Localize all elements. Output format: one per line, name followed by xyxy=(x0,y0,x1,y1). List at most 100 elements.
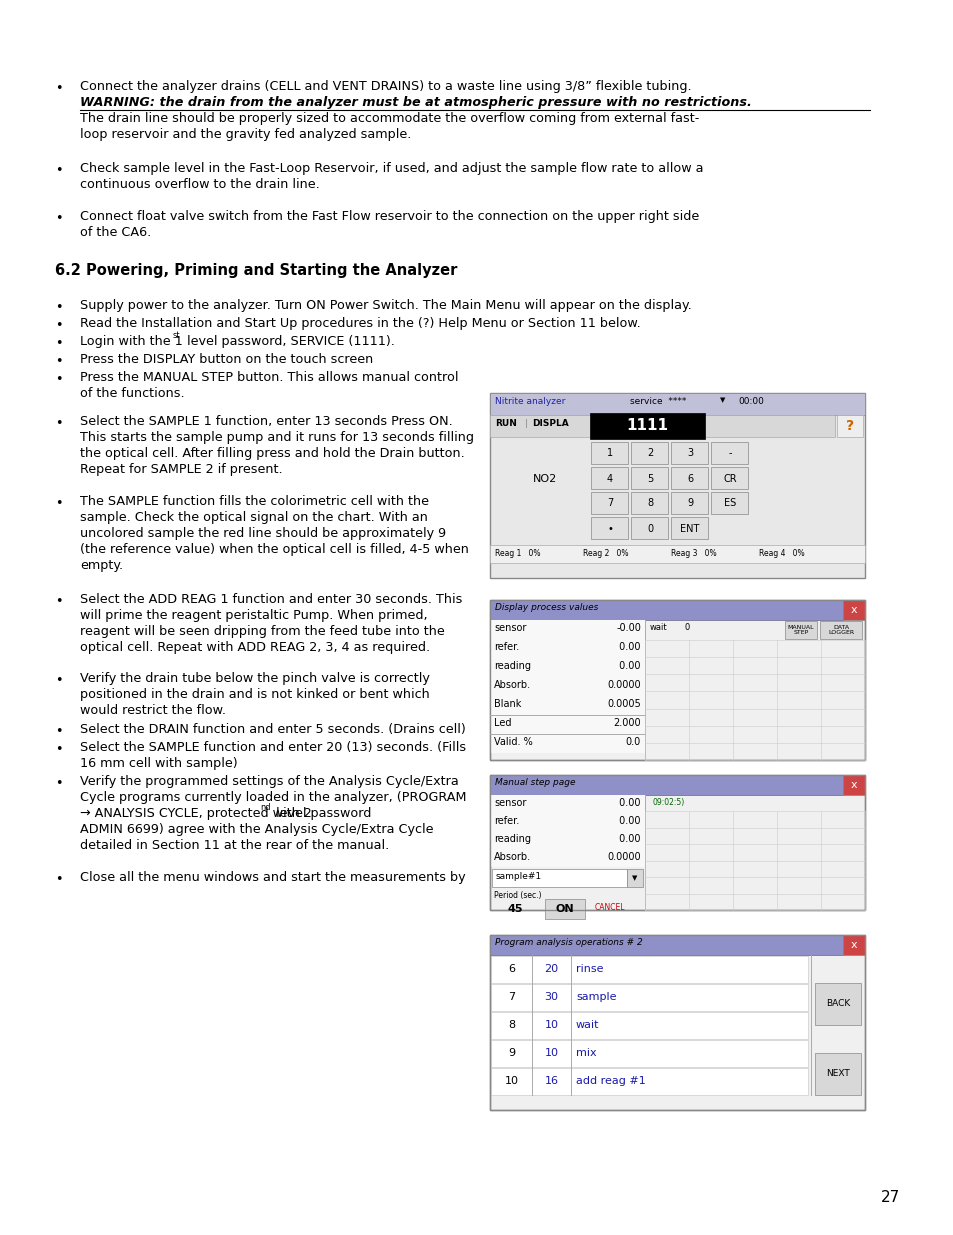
Text: of the CA6.: of the CA6. xyxy=(80,226,152,240)
Text: Close all the menu windows and start the measurements by: Close all the menu windows and start the… xyxy=(80,871,465,884)
Text: •: • xyxy=(55,164,63,177)
Bar xyxy=(590,442,627,464)
Bar xyxy=(491,984,807,1011)
Text: Repeat for SAMPLE 2 if present.: Repeat for SAMPLE 2 if present. xyxy=(80,463,282,475)
Bar xyxy=(590,517,627,538)
Bar xyxy=(490,935,864,1110)
Bar xyxy=(490,600,864,760)
Bar xyxy=(670,517,707,538)
Text: empty.: empty. xyxy=(80,559,123,572)
Bar xyxy=(814,1053,861,1095)
Bar xyxy=(490,697,644,715)
Bar xyxy=(491,1040,807,1067)
Bar xyxy=(630,467,667,489)
Text: Connect float valve switch from the Fast Flow reservoir to the connection on the: Connect float valve switch from the Fast… xyxy=(80,210,699,224)
Bar xyxy=(710,442,747,464)
Text: level password: level password xyxy=(272,806,371,820)
Text: 00:00: 00:00 xyxy=(738,396,763,406)
Text: •: • xyxy=(55,873,63,885)
Bar xyxy=(784,621,816,638)
Text: 0.00: 0.00 xyxy=(616,661,640,671)
Text: reagent will be seen dripping from the feed tube into the: reagent will be seen dripping from the f… xyxy=(80,625,444,638)
Text: 20: 20 xyxy=(544,965,558,974)
Text: 9: 9 xyxy=(508,1049,515,1058)
Text: 7: 7 xyxy=(508,992,515,1002)
Text: 0.0000: 0.0000 xyxy=(607,680,640,690)
Text: Verify the drain tube below the pinch valve is correctly: Verify the drain tube below the pinch va… xyxy=(80,672,430,685)
Text: uncolored sample the red line should be approximately 9: uncolored sample the red line should be … xyxy=(80,527,446,540)
Text: continuous overflow to the drain line.: continuous overflow to the drain line. xyxy=(80,178,319,191)
Text: -: - xyxy=(727,448,731,458)
Text: 6: 6 xyxy=(508,965,515,974)
Bar xyxy=(490,393,864,578)
Text: CR: CR xyxy=(722,473,736,483)
Text: Supply power to the analyzer. Turn ON Power Switch. The Main Menu will appear on: Supply power to the analyzer. Turn ON Po… xyxy=(80,299,691,312)
Text: x: x xyxy=(850,605,857,615)
Text: 0: 0 xyxy=(684,622,690,632)
Text: ON: ON xyxy=(555,904,574,914)
Bar xyxy=(490,776,864,910)
Text: 16 mm cell with sample): 16 mm cell with sample) xyxy=(80,757,237,769)
Text: 6.2 Powering, Priming and Starting the Analyzer: 6.2 Powering, Priming and Starting the A… xyxy=(55,263,456,278)
Text: ▼: ▼ xyxy=(720,396,724,403)
Text: MANUAL
STEP: MANUAL STEP xyxy=(787,625,814,635)
Text: DATA
LOGGER: DATA LOGGER xyxy=(827,625,853,635)
Text: Program analysis operations # 2: Program analysis operations # 2 xyxy=(495,939,642,947)
Text: Absorb.: Absorb. xyxy=(494,852,531,862)
Text: 16: 16 xyxy=(544,1076,558,1086)
Text: 3: 3 xyxy=(686,448,692,458)
Text: NEXT: NEXT xyxy=(825,1070,849,1078)
Text: rinse: rinse xyxy=(576,965,603,974)
Bar xyxy=(490,935,842,955)
Text: Press the MANUAL STEP button. This allows manual control: Press the MANUAL STEP button. This allow… xyxy=(80,370,458,384)
Text: sensor: sensor xyxy=(494,798,526,808)
Text: •: • xyxy=(55,373,63,387)
Text: Select the SAMPLE function and enter 20 (13) seconds. (Fills: Select the SAMPLE function and enter 20 … xyxy=(80,741,466,755)
Text: Check sample level in the Fast-Loop Reservoir, if used, and adjust the sample fl: Check sample level in the Fast-Loop Rese… xyxy=(80,162,702,175)
Text: Select the SAMPLE 1 function, enter 13 seconds Press ON.: Select the SAMPLE 1 function, enter 13 s… xyxy=(80,415,453,429)
Bar xyxy=(491,1068,807,1095)
Text: Press the DISPLAY button on the touch screen: Press the DISPLAY button on the touch sc… xyxy=(80,353,373,366)
Bar xyxy=(842,776,864,795)
Text: RUN: RUN xyxy=(495,419,517,429)
Text: x: x xyxy=(850,940,857,950)
Text: •: • xyxy=(55,743,63,756)
Text: Led: Led xyxy=(494,718,511,727)
Text: Nitrite analyzer: Nitrite analyzer xyxy=(495,396,565,406)
Text: Valid. %: Valid. % xyxy=(494,737,532,747)
Bar xyxy=(490,658,644,677)
Bar xyxy=(670,442,707,464)
Text: Period (sec.): Period (sec.) xyxy=(494,890,541,900)
Text: ▼: ▼ xyxy=(632,876,637,881)
Bar xyxy=(590,467,627,489)
Text: 8: 8 xyxy=(508,1020,515,1030)
Text: Blank: Blank xyxy=(494,699,521,709)
Text: 1111: 1111 xyxy=(626,419,668,433)
Text: add reag #1: add reag #1 xyxy=(576,1076,645,1086)
Text: •: • xyxy=(55,496,63,510)
Text: •: • xyxy=(55,674,63,687)
Bar xyxy=(490,620,644,638)
Text: wait: wait xyxy=(576,1020,598,1030)
Text: refer.: refer. xyxy=(494,642,518,652)
Text: This starts the sample pump and it runs for 13 seconds filling: This starts the sample pump and it runs … xyxy=(80,431,474,445)
Text: •: • xyxy=(55,354,63,368)
Text: loop reservoir and the gravity fed analyzed sample.: loop reservoir and the gravity fed analy… xyxy=(80,128,411,141)
Text: 2: 2 xyxy=(646,448,653,458)
Text: Reag 1   0%: Reag 1 0% xyxy=(495,550,540,558)
Bar xyxy=(490,776,864,910)
Text: of the functions.: of the functions. xyxy=(80,387,185,400)
Bar xyxy=(589,412,704,438)
Text: ADMIN 6699) agree with the Analysis Cycle/Extra Cycle: ADMIN 6699) agree with the Analysis Cycl… xyxy=(80,823,433,836)
Text: Login with the 1: Login with the 1 xyxy=(80,335,183,348)
Text: 0.0: 0.0 xyxy=(625,737,640,747)
Bar xyxy=(670,467,707,489)
Text: 10: 10 xyxy=(544,1049,558,1058)
Text: (the reference value) when the optical cell is filled, 4-5 when: (the reference value) when the optical c… xyxy=(80,543,468,556)
Bar xyxy=(842,600,864,620)
Text: mix: mix xyxy=(576,1049,596,1058)
Bar xyxy=(491,956,807,983)
Text: Reag 3   0%: Reag 3 0% xyxy=(670,550,716,558)
Text: optical cell. Repeat with ADD REAG 2, 3, 4 as required.: optical cell. Repeat with ADD REAG 2, 3,… xyxy=(80,641,430,655)
Bar xyxy=(820,621,862,638)
